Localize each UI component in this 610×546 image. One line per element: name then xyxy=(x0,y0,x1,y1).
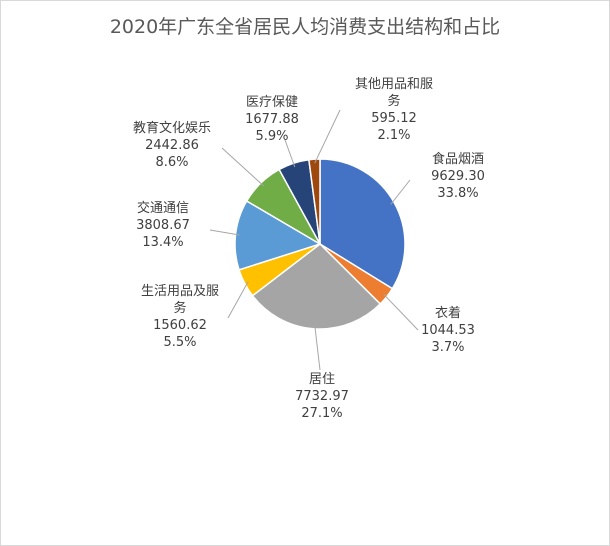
data-label: 居住 7732.97 27.1% xyxy=(295,372,349,421)
leader-line xyxy=(314,324,321,371)
data-label: 交通通信 3808.67 13.4% xyxy=(136,200,190,250)
chart-title: 2020年广东全省居民人均消费支出结构和占比 xyxy=(109,16,501,38)
pie-slice xyxy=(319,158,406,290)
leader-line xyxy=(221,147,264,187)
leader-line xyxy=(314,109,341,164)
pie-slice xyxy=(308,158,321,245)
data-label: 其他用品和服务 595.12 2.1% xyxy=(355,77,433,143)
leader-line xyxy=(383,293,419,331)
data-label: 食品烟酒 9629.30 33.8% xyxy=(431,151,485,201)
leader-line xyxy=(284,139,296,168)
leader-line xyxy=(227,281,249,319)
data-label: 生活用品及服务 1560.62 5.5% xyxy=(141,284,219,350)
data-label: 医疗保健 1677.88 5.9% xyxy=(245,95,299,144)
data-label: 教育文化娱乐 2442.86 8.6% xyxy=(133,120,211,170)
leader-line xyxy=(390,179,411,205)
data-label: 衣着 1044.53 3.7% xyxy=(421,305,475,355)
pie-slice xyxy=(251,243,382,330)
leader-line xyxy=(209,229,240,236)
